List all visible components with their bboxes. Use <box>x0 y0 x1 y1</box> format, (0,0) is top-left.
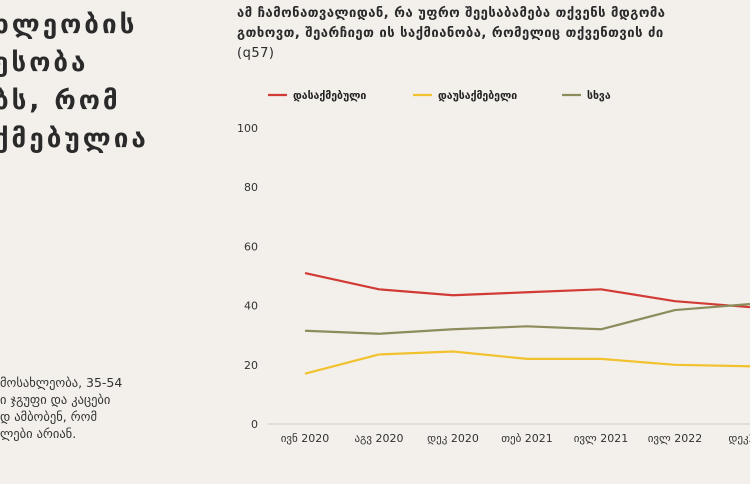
left-title-line: ბს, რომ <box>0 86 121 116</box>
legend-label: დაუსაქმებელი <box>438 90 517 102</box>
x-tick-label: თებ 2021 <box>501 432 553 445</box>
chart-title-line: ამ ჩამონათვალიდან, რა უფრო შეესაბამება თ… <box>237 6 666 21</box>
y-tick-label: 0 <box>251 418 258 431</box>
left-note-line: ი ჯგუფი და კაცები <box>0 392 111 407</box>
legend-label: სხვა <box>587 90 611 102</box>
x-tick-label: ივნ 2020 <box>281 432 330 445</box>
left-title-line: ხლეობის <box>0 10 138 40</box>
chart-title-line: გთხოვთ, შეარჩიეთ ის საქმიანობა, რომელიც … <box>237 26 664 41</box>
y-tick-label: 60 <box>244 240 258 253</box>
y-tick-label: 20 <box>244 359 258 372</box>
y-tick-label: 80 <box>244 181 258 194</box>
series-line-2 <box>304 302 750 335</box>
series-line-1 <box>304 350 750 375</box>
left-panel-note: მოსახლეობა, 35-54 ი ჯგუფი და კაცები დ ამ… <box>0 374 122 442</box>
y-tick-label: 40 <box>244 300 258 313</box>
x-tick-label: დეკ 2020 <box>427 432 479 445</box>
left-title-line: ესობა <box>0 48 89 78</box>
x-tick-label: აგვ 2020 <box>354 432 403 445</box>
left-title-line: ქმებულია <box>0 124 149 154</box>
chart-title: ამ ჩამონათვალიდან, რა უფრო შეესაბამება თ… <box>237 4 666 64</box>
legend-label: დასაქმებული <box>293 90 366 102</box>
x-tick-label: ივლ 2021 <box>574 432 629 445</box>
y-tick-label: 100 <box>237 122 258 135</box>
left-panel-title: ხლეობის ესობა ბს, რომ ქმებულია <box>0 6 149 158</box>
x-tick-label: ივლ 2022 <box>648 432 703 445</box>
question-code: (q57) <box>237 46 275 61</box>
left-note-line: დ ამბობენ, რომ <box>0 409 97 424</box>
series-line-0 <box>304 271 750 309</box>
left-note-line: ლები არიან. <box>0 426 77 441</box>
left-note-line: მოსახლეობა, 35-54 <box>0 375 123 390</box>
